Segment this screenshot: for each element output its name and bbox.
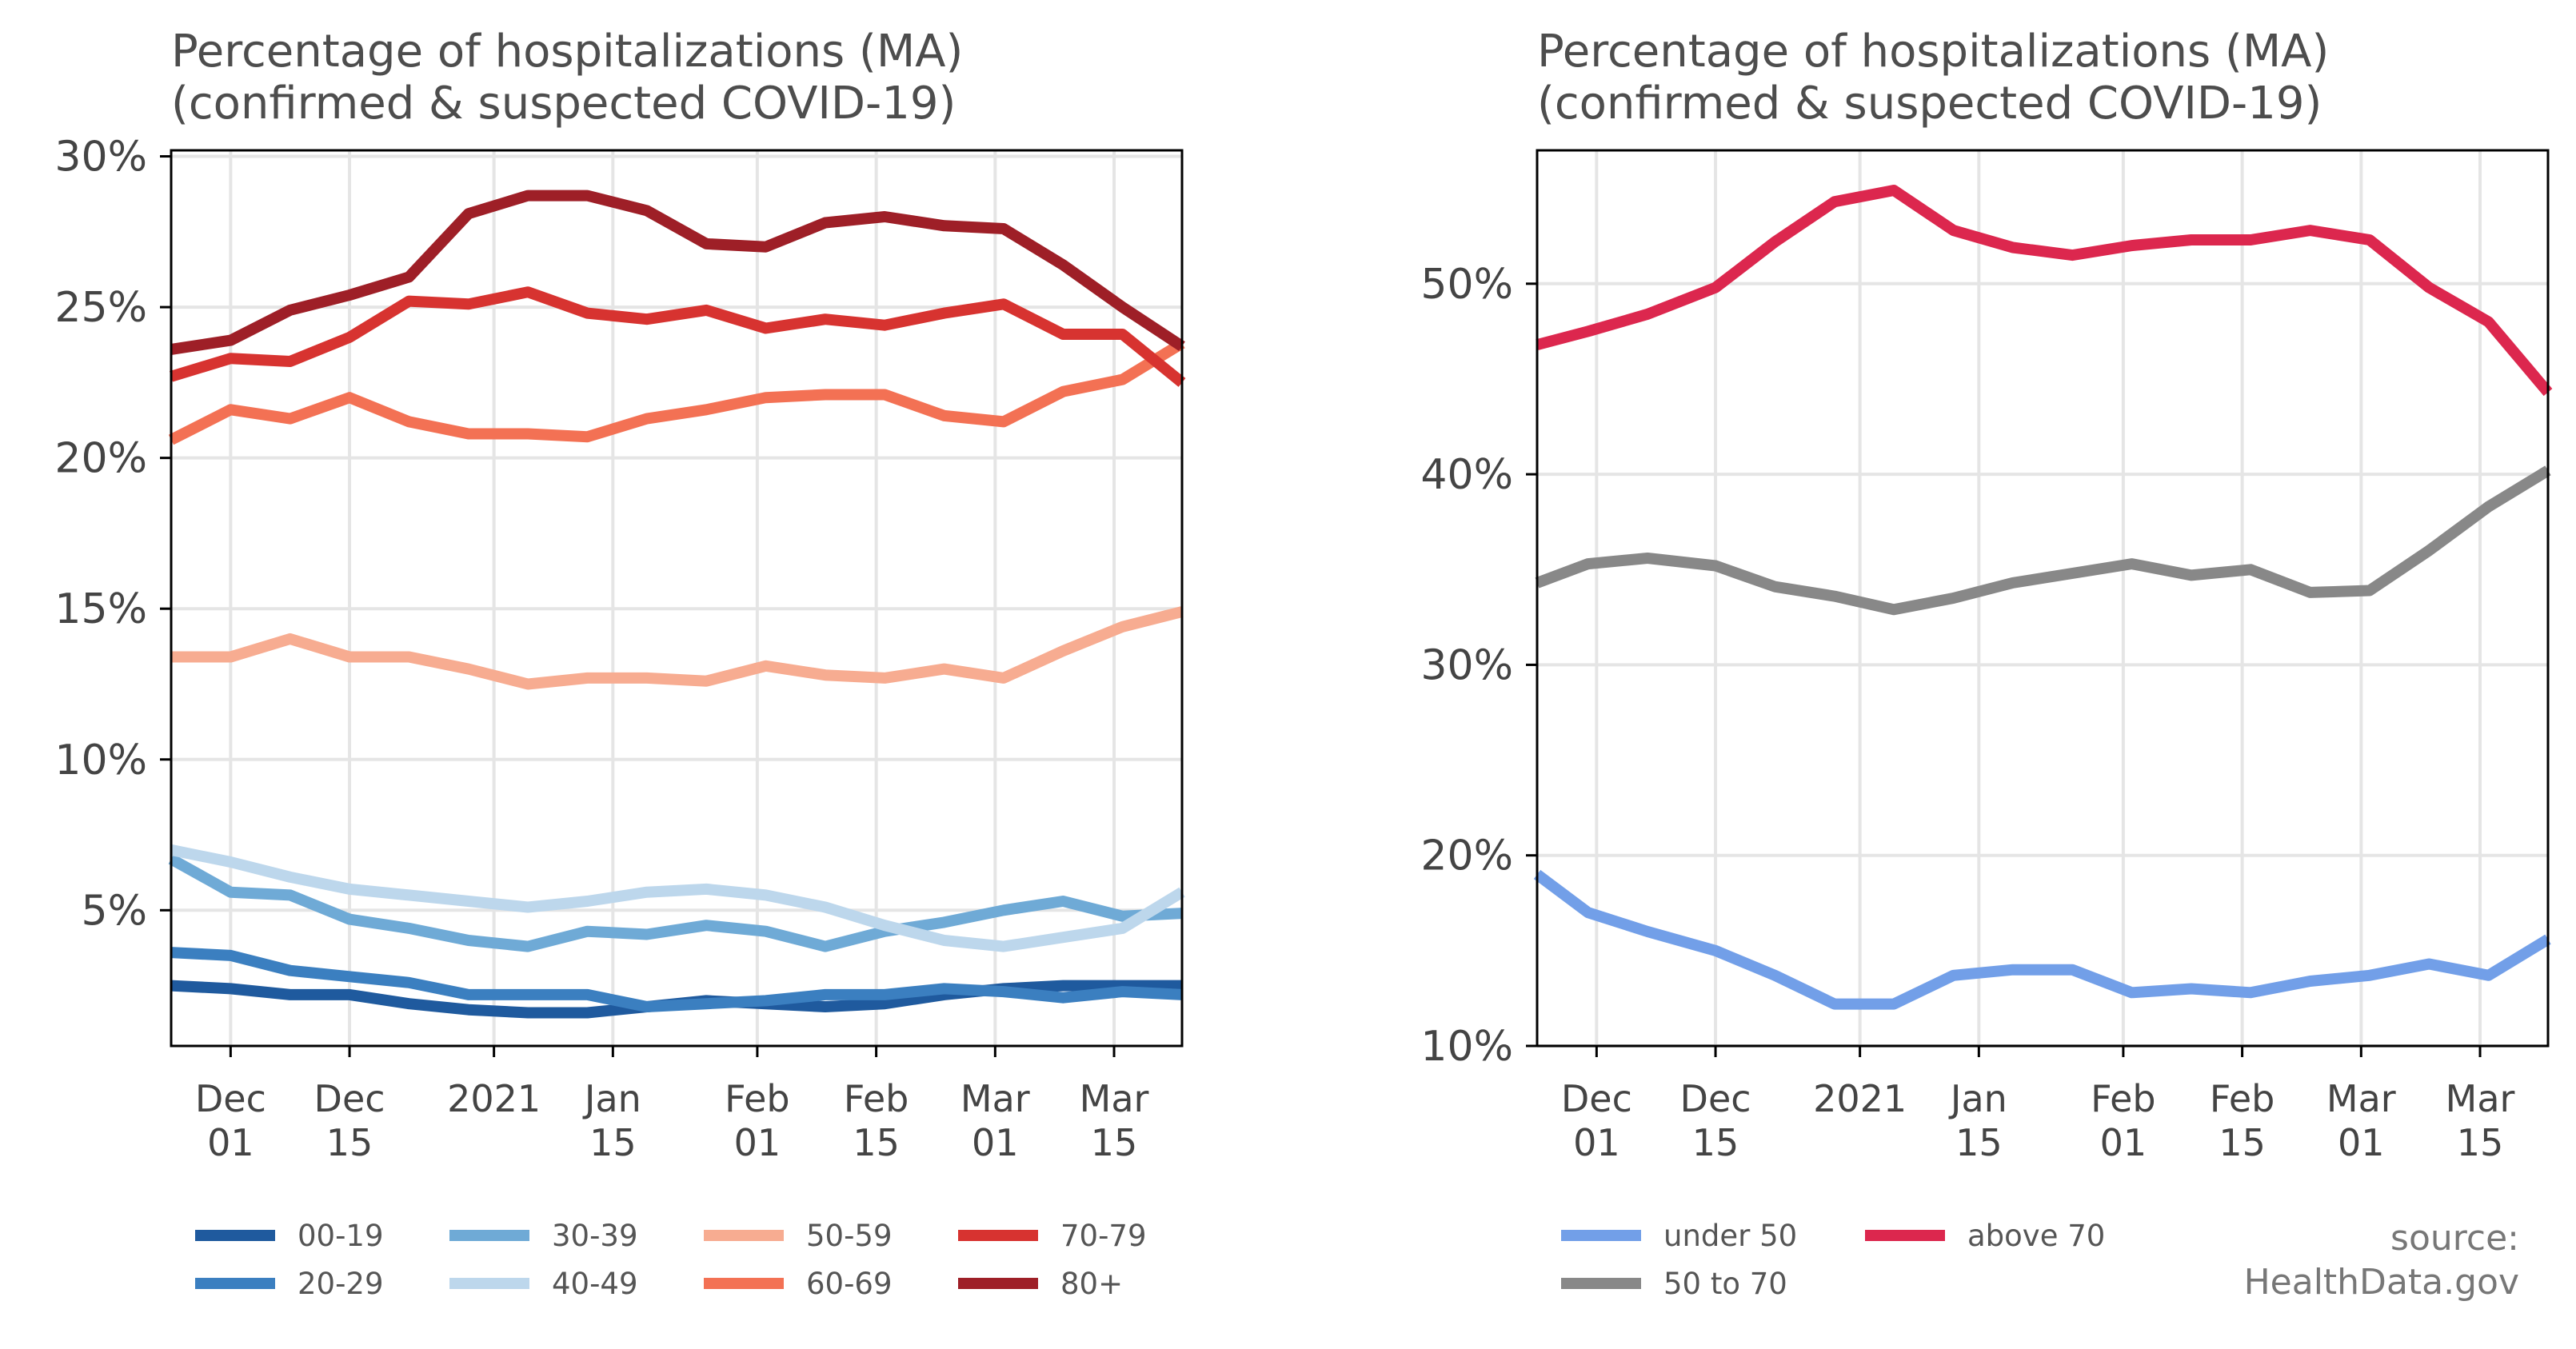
left-series-line (170, 947, 1183, 1012)
left-xtick-label: 15 (1091, 1121, 1138, 1164)
right-xtick-label: 15 (2457, 1121, 2504, 1164)
right-grid (1537, 150, 2548, 1048)
source-name: HealthData.gov (2244, 1262, 2519, 1303)
left-ytick-label: 5% (82, 887, 148, 935)
left-ytick-label: 30% (54, 134, 147, 182)
left-legend-label: 40-49 (552, 1267, 638, 1301)
left-legend-label: 20-29 (298, 1267, 384, 1301)
right-series-line (1536, 185, 2553, 397)
left-legend-label: 00-19 (298, 1219, 384, 1253)
left-series-line (170, 190, 1185, 355)
right-series (1533, 185, 2553, 1010)
left-xtick-label: Dec (195, 1077, 266, 1120)
left-chart: Percentage of hospitalizations (MA) (con… (54, 26, 1186, 1301)
left-xtick-label: 15 (589, 1121, 637, 1164)
left-ytick-label: 25% (54, 284, 147, 332)
left-xtick-label: 01 (734, 1121, 781, 1164)
left-legend-label: 60-69 (806, 1267, 893, 1301)
right-xtick-label: Dec (1561, 1077, 1632, 1120)
left-series (168, 190, 1186, 1019)
right-chart-subtitle: (confirmed & suspected COVID-19) (1537, 78, 2322, 130)
left-xtick-label: Mar (961, 1077, 1030, 1120)
left-xtick-label: 15 (326, 1121, 373, 1164)
right-chart-title: Percentage of hospitalizations (MA) (1537, 26, 2329, 78)
right-xtick-label: Mar (2326, 1077, 2396, 1120)
left-legend-label: 70-79 (1060, 1219, 1147, 1253)
left-xtick-label: Jan (582, 1077, 641, 1120)
right-ytick-label: 30% (1420, 641, 1513, 689)
right-xtick-label: Feb (2091, 1077, 2155, 1120)
right-xtick-label: 15 (2219, 1121, 2266, 1164)
left-legend: 00-19 20-29 30-39 40-49 50-59 60-69 70-79 80+ (195, 1219, 1147, 1301)
left-xtick-label: 2021 (447, 1077, 541, 1120)
right-xtick-label: 15 (1692, 1121, 1739, 1164)
right-plot-frame (1536, 149, 2550, 1048)
right-xtick-label: Jan (1948, 1077, 2007, 1120)
left-legend-label: 80+ (1060, 1267, 1123, 1301)
left-legend-label: 30-39 (552, 1219, 638, 1253)
right-xtick-label: Feb (2210, 1077, 2274, 1120)
right-legend: under 50 50 to 70 above 70 (1561, 1219, 2105, 1301)
left-xtick-label: Feb (725, 1077, 789, 1120)
left-series-line (171, 606, 1184, 690)
right-ytick-label: 40% (1420, 451, 1513, 499)
left-series-line (168, 338, 1185, 445)
left-ytick-label: 15% (54, 585, 147, 633)
left-xtick-label: 01 (972, 1121, 1019, 1164)
source-label: source: (2390, 1218, 2519, 1259)
right-legend-label: under 50 (1663, 1219, 1797, 1253)
left-xtick-label: 01 (207, 1121, 254, 1164)
left-xtick-label: Feb (844, 1077, 909, 1120)
left-chart-subtitle: (confirmed & suspected COVID-19) (171, 78, 956, 130)
right-xtick-label: 01 (2100, 1121, 2147, 1164)
left-series-line (170, 844, 1185, 952)
left-xtick-label: Mar (1080, 1077, 1149, 1120)
right-xtick-label: 15 (1955, 1121, 2003, 1164)
left-xtick-label: Dec (314, 1077, 385, 1120)
left-legend-label: 50-59 (806, 1219, 893, 1253)
right-legend-label: above 70 (1967, 1219, 2105, 1253)
left-ytick-label: 10% (54, 736, 147, 784)
right-ytick-label: 50% (1420, 261, 1513, 309)
right-xtick-label: Dec (1680, 1077, 1751, 1120)
right-ytick-label: 10% (1420, 1023, 1513, 1071)
left-xtick-label: 15 (853, 1121, 900, 1164)
left-chart-title: Percentage of hospitalizations (MA) (171, 26, 963, 78)
right-series-line (1533, 869, 2551, 1010)
left-plot-frame (170, 149, 1184, 1048)
right-ytick-label: 20% (1420, 832, 1513, 880)
right-xtick-label: 01 (2338, 1121, 2385, 1164)
right-legend-label: 50 to 70 (1663, 1267, 1787, 1301)
right-xtick-label: 01 (1573, 1121, 1620, 1164)
left-series-line (168, 854, 1183, 952)
right-chart: Percentage of hospitalizations (MA) (con… (1420, 26, 2553, 1301)
right-series-line (1535, 465, 2551, 616)
right-xtick-label: 2021 (1813, 1077, 1907, 1120)
left-series-line (169, 286, 1186, 387)
left-ytick-label: 20% (54, 435, 147, 483)
right-xtick-label: Mar (2446, 1077, 2515, 1120)
